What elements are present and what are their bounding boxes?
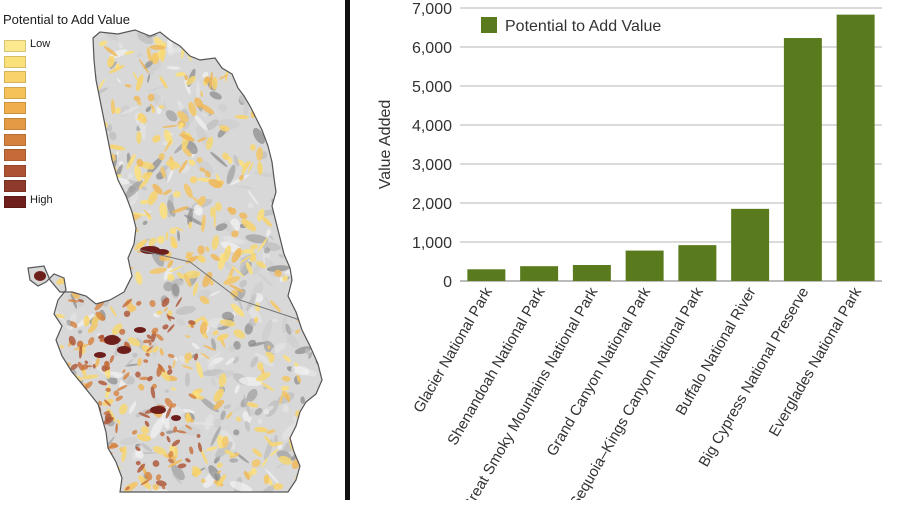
y-tick-label: 4,000	[412, 118, 452, 135]
y-tick-label: 2,000	[412, 196, 452, 213]
legend-label: Potential to Add Value	[505, 18, 661, 35]
y-axis-label: Value Added	[377, 100, 394, 190]
bar	[520, 266, 559, 281]
bar	[572, 265, 611, 281]
legend-swatch	[4, 40, 26, 52]
bar-chart: 0 1,000 2,000 3,000 4,000 5,000 6,000 7,000 Valu…	[377, 1, 882, 505]
bar	[731, 208, 770, 281]
y-tick-label: 5,000	[412, 79, 452, 96]
bar	[836, 14, 875, 281]
legend-swatch	[4, 180, 26, 193]
legend-swatch	[4, 164, 26, 177]
legend-swatch	[4, 86, 26, 99]
legend-swatch	[4, 149, 26, 162]
legend-swatch	[4, 195, 26, 208]
legend-high-label: High	[30, 193, 53, 206]
x-tick-label: Everglades National Park	[766, 284, 866, 440]
x-tick-label: Grand Canyon National Park	[543, 284, 654, 459]
y-tick-label: 3,000	[412, 157, 452, 174]
legend-swatch	[4, 117, 26, 130]
chart-legend: Potential to Add Value	[481, 17, 661, 35]
park-map	[27, 29, 323, 493]
legend-swatch	[481, 17, 497, 33]
map-panel: Potential to Add Value Low High	[0, 0, 345, 500]
map-legend-title: Potential to Add Value	[3, 12, 130, 27]
chart-panel: 0 1,000 2,000 3,000 4,000 5,000 6,000 7,000 Valu…	[350, 0, 900, 505]
y-tick-label: 7,000	[412, 1, 452, 18]
legend-swatch	[4, 102, 26, 115]
y-tick-label: 1,000	[412, 235, 452, 252]
legend-swatch	[4, 71, 26, 84]
panel-divider	[345, 0, 350, 500]
y-tick-label: 6,000	[412, 40, 452, 57]
legend-swatch	[4, 133, 26, 146]
bar	[678, 245, 717, 281]
bar	[625, 250, 664, 281]
bar	[783, 38, 822, 281]
y-tick-label: 0	[443, 274, 452, 291]
bar	[467, 269, 506, 281]
x-tick-label: Big Cypress National Preserve	[695, 285, 812, 470]
legend-swatch	[4, 55, 26, 68]
legend-low-label: Low	[30, 38, 51, 50]
x-tick-label: Shenandoah National Park	[444, 284, 549, 448]
